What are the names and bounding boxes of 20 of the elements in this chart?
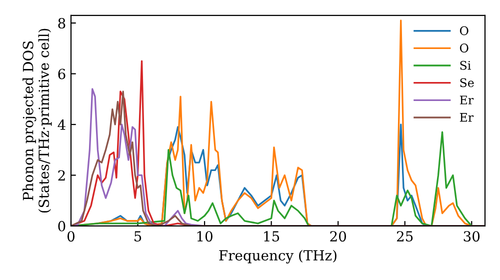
y-axis-title: Phonon projected DOS (States/THz·primitive cell)	[22, 28, 52, 213]
x-tick-label: 15	[264, 231, 280, 242]
y-tick-label: 8	[58, 18, 66, 28]
y-tick-label: 6	[58, 68, 66, 80]
x-tick-label: 0	[67, 231, 74, 242]
legend-label: O	[460, 44, 468, 52]
x-tick-label: 20	[330, 231, 346, 242]
x-tick-label: 5	[134, 231, 142, 242]
y-tick-label: 4	[58, 119, 66, 130]
legend-label: Er	[460, 96, 474, 104]
legend-label: Er	[460, 113, 474, 122]
x-tick-label: 10	[197, 231, 212, 242]
y-tick-label: 0	[58, 220, 66, 232]
legend-label: Si	[460, 60, 471, 70]
x-tick-label: 25	[396, 231, 413, 242]
legend-label: Se	[460, 78, 474, 88]
x-axis-title: Frequency (THz)	[219, 250, 336, 264]
y-tick-label: 2	[58, 170, 65, 180]
legend-label: O	[460, 26, 468, 36]
x-tick-label: 30	[464, 231, 480, 242]
